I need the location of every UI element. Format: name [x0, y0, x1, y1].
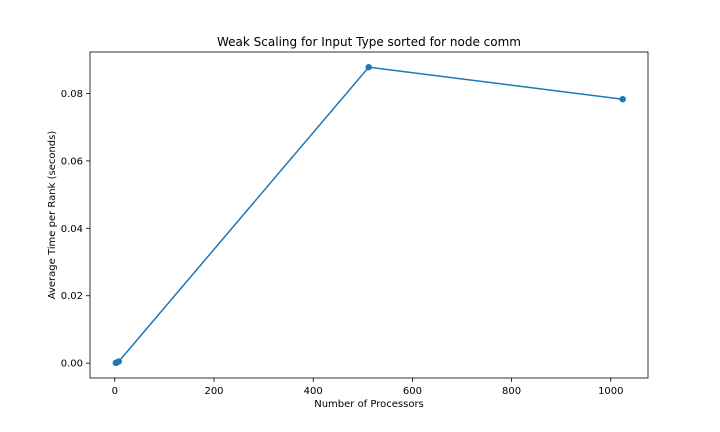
x-tick-label: 800: [502, 386, 521, 397]
series-line: [115, 66, 623, 364]
x-tick-label: 200: [204, 386, 223, 397]
data-point: [365, 63, 372, 71]
x-tick-label: 1000: [598, 386, 623, 397]
x-axis-label: Number of Processors: [314, 399, 424, 410]
ticks-layer: 0 200 400 600 800 1000 0.00 0.02 0.04 0.06 0.08: [61, 89, 624, 397]
x-tick-label: 400: [304, 386, 323, 397]
y-tick-label: 0.08: [61, 89, 83, 100]
y-tick-label: 0.00: [61, 359, 83, 370]
y-tick-label: 0.06: [61, 156, 83, 167]
plot-frame: [89, 51, 649, 379]
x-tick-label: 0: [112, 386, 118, 397]
y-axis-label: Average Time per Rank (seconds): [47, 131, 58, 300]
data-point: [619, 95, 626, 103]
chart-title: Weak Scaling for Input Type sorted for n…: [217, 35, 521, 49]
series-layer: [112, 63, 626, 367]
data-point: [115, 358, 122, 365]
y-tick-label: 0.04: [61, 224, 83, 235]
y-tick-label: 0.02: [61, 291, 83, 302]
x-tick-label: 600: [403, 386, 422, 397]
